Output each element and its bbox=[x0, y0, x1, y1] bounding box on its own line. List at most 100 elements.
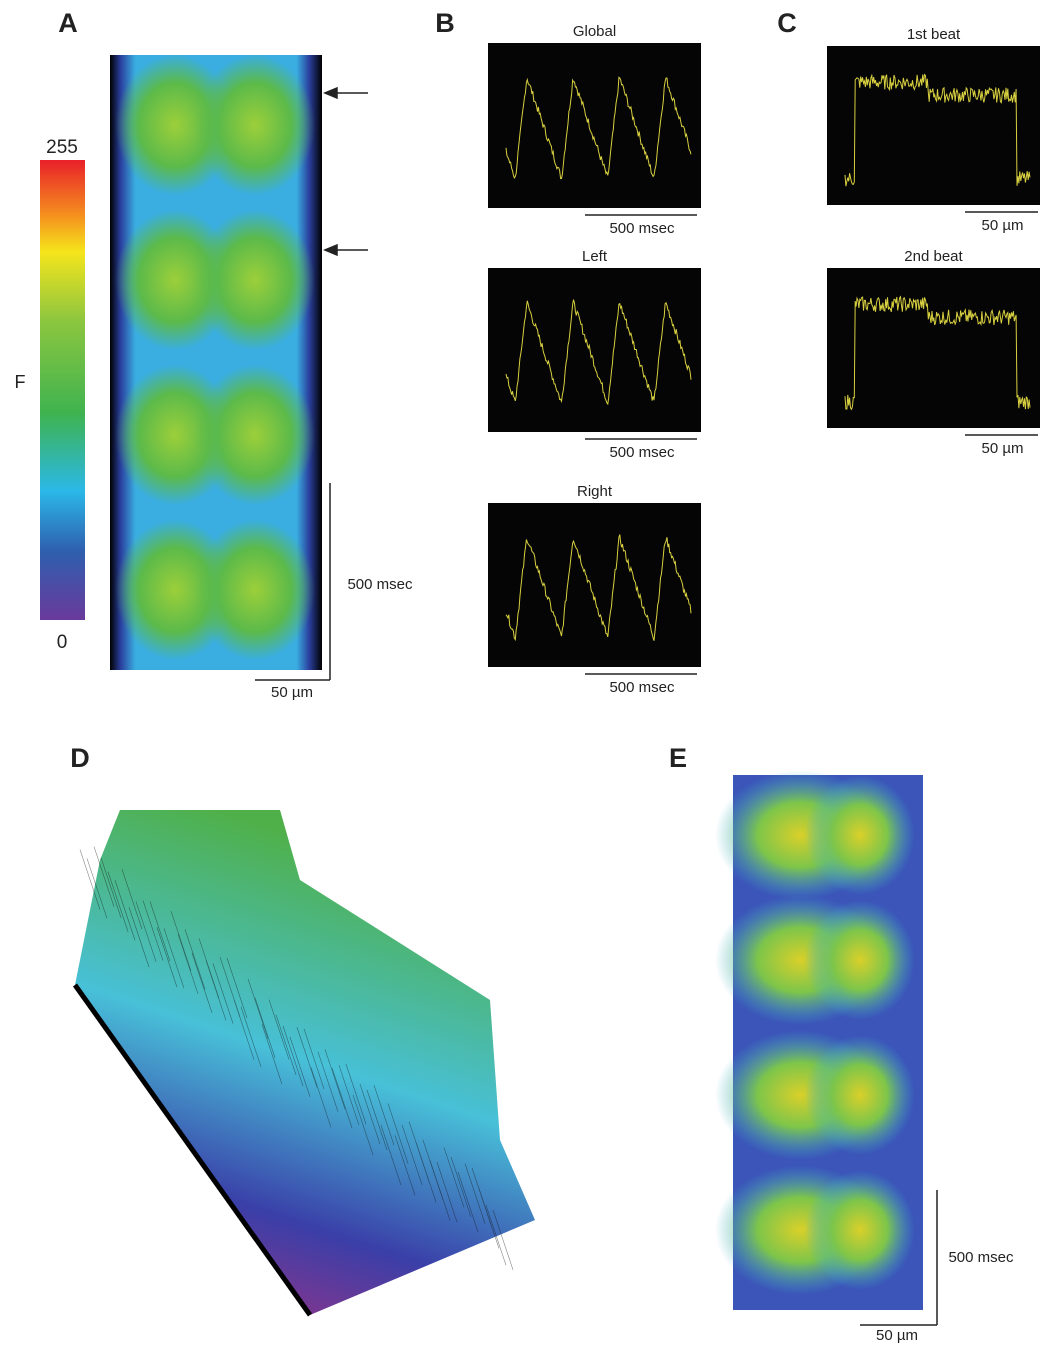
trace-box bbox=[827, 268, 1040, 428]
trace-line bbox=[505, 534, 692, 642]
beat-blob bbox=[805, 775, 915, 895]
surface-mesh bbox=[79, 846, 514, 1270]
beat-blob bbox=[805, 1035, 915, 1155]
mesh-line bbox=[380, 1124, 402, 1186]
mesh-line bbox=[338, 1065, 360, 1126]
mesh-line bbox=[324, 1049, 346, 1110]
colorbar-min: 0 bbox=[57, 632, 68, 653]
trace-title: Left bbox=[582, 248, 608, 265]
colorbar bbox=[40, 160, 85, 620]
trace-box bbox=[488, 503, 701, 667]
mesh-line bbox=[86, 858, 108, 919]
panel-label: A bbox=[58, 8, 78, 38]
mesh-line bbox=[226, 957, 248, 1019]
trace-title: Right bbox=[577, 483, 613, 500]
mesh-line bbox=[282, 1025, 304, 1087]
mesh-line bbox=[331, 1067, 353, 1128]
mesh-line bbox=[387, 1103, 409, 1164]
mesh-line bbox=[296, 1027, 318, 1088]
scale-label: 500 msec bbox=[609, 220, 675, 237]
mesh-line bbox=[149, 901, 171, 962]
beat-blob bbox=[195, 520, 315, 660]
mesh-line bbox=[79, 849, 101, 910]
scale-label: 500 msec bbox=[948, 1249, 1014, 1266]
mesh-line bbox=[114, 880, 136, 941]
mesh-line bbox=[233, 999, 255, 1060]
mesh-line bbox=[415, 1142, 437, 1203]
scale-label: 50 µm bbox=[271, 684, 313, 701]
mesh-line bbox=[345, 1064, 367, 1125]
colorbar-max: 255 bbox=[46, 137, 78, 158]
trace-line bbox=[844, 295, 1031, 411]
mesh-line bbox=[317, 1051, 339, 1112]
mesh-line bbox=[261, 1024, 283, 1085]
scale-label: 50 µm bbox=[982, 440, 1024, 457]
mesh-line bbox=[107, 871, 129, 932]
mesh-line bbox=[191, 952, 213, 1013]
panel-label: C bbox=[777, 8, 797, 38]
mesh-line bbox=[310, 1067, 332, 1128]
trace-title: 2nd beat bbox=[904, 248, 963, 265]
mesh-line bbox=[156, 927, 178, 988]
mesh-line bbox=[170, 910, 192, 972]
trace-box bbox=[488, 43, 701, 208]
mesh-line bbox=[359, 1083, 381, 1145]
mesh-line bbox=[464, 1163, 486, 1224]
mesh-line bbox=[100, 857, 122, 918]
trace-box bbox=[827, 46, 1040, 205]
trace-line bbox=[505, 76, 692, 180]
beat-blob bbox=[805, 1170, 915, 1290]
trace-line bbox=[844, 73, 1031, 187]
linescan-beats bbox=[715, 770, 915, 1295]
trace-line bbox=[505, 299, 692, 406]
beat-blob bbox=[805, 900, 915, 1020]
mesh-line bbox=[212, 963, 234, 1024]
mesh-line bbox=[121, 869, 143, 930]
mesh-line bbox=[366, 1089, 388, 1151]
scale-label: 500 msec bbox=[609, 444, 675, 461]
trace-title: Global bbox=[573, 23, 616, 40]
mesh-line bbox=[443, 1147, 465, 1208]
mesh-line bbox=[163, 928, 185, 989]
mesh-line bbox=[247, 978, 269, 1039]
mesh-line bbox=[492, 1209, 514, 1270]
panel-label: D bbox=[70, 743, 90, 773]
mesh-line bbox=[275, 1014, 297, 1075]
scale-label: 50 µm bbox=[876, 1327, 918, 1344]
mesh-line bbox=[93, 846, 115, 907]
mesh-line bbox=[373, 1085, 395, 1146]
mesh-line bbox=[135, 901, 157, 962]
panel-label: B bbox=[435, 8, 455, 38]
mesh-line bbox=[128, 907, 150, 968]
panel-label: E bbox=[669, 743, 687, 773]
surface-plot bbox=[75, 810, 535, 1315]
mesh-line bbox=[394, 1135, 416, 1196]
mesh-line bbox=[268, 999, 290, 1060]
mesh-line bbox=[478, 1188, 500, 1249]
scale-label: 500 msec bbox=[609, 679, 675, 696]
mesh-line bbox=[436, 1162, 458, 1223]
mesh-line bbox=[198, 938, 220, 999]
mesh-line bbox=[303, 1028, 325, 1089]
beat-blob bbox=[195, 55, 315, 195]
mesh-line bbox=[177, 933, 199, 995]
colorbar-label: F bbox=[15, 372, 26, 392]
mesh-line bbox=[485, 1205, 507, 1266]
mesh-line bbox=[457, 1171, 479, 1233]
trace-title: 1st beat bbox=[907, 26, 961, 43]
mesh-line bbox=[205, 960, 227, 1021]
mesh-line bbox=[254, 997, 276, 1058]
mesh-line bbox=[352, 1094, 374, 1156]
mesh-line bbox=[289, 1036, 311, 1097]
mesh-line bbox=[401, 1124, 423, 1185]
scale-label: 500 msec bbox=[347, 576, 413, 593]
arrows bbox=[323, 86, 368, 257]
linescan-beats bbox=[115, 55, 315, 660]
beat-blob bbox=[195, 210, 315, 350]
scale-label: 50 µm bbox=[982, 217, 1024, 234]
beat-blob bbox=[195, 365, 315, 505]
trace-box bbox=[488, 268, 701, 432]
